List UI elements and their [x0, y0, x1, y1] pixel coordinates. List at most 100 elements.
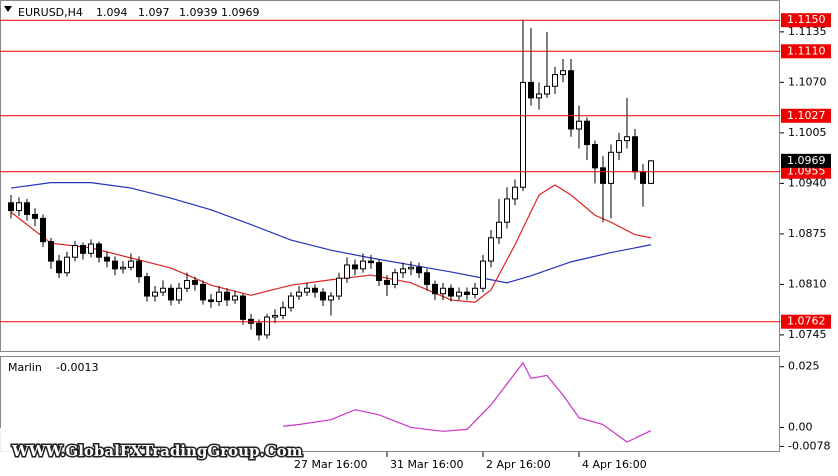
ohlc-open: 1.094: [96, 6, 128, 19]
candle-body: [552, 74, 558, 87]
candle-body: [40, 217, 46, 243]
candle-body: [104, 256, 110, 262]
indicator-value: -0.0013: [56, 361, 98, 374]
ohlc-close: 1.0969: [221, 6, 260, 19]
candle-body: [168, 287, 174, 301]
candle-body: [448, 287, 454, 297]
candle-body: [128, 260, 134, 268]
candle-body: [520, 81, 526, 188]
moving-average: [10, 184, 652, 303]
candle-body: [192, 280, 198, 285]
candle-body: [344, 264, 350, 279]
candle-body: [320, 291, 326, 301]
y-tick-label: 1.1005: [788, 126, 827, 139]
y-tick-label: 1.0940: [788, 176, 827, 189]
y-tick-label: 1.0875: [788, 227, 827, 240]
y-tick-label: 1.0745: [788, 328, 827, 341]
x-tick-label: 2 Apr 16:00: [486, 458, 551, 471]
candle-body: [416, 266, 422, 274]
candle-body: [280, 307, 286, 316]
candle-body: [224, 291, 230, 301]
candle-body: [72, 245, 78, 258]
candle-body: [312, 287, 318, 293]
candle-body: [472, 287, 478, 295]
candle-body: [32, 213, 38, 219]
indicator-panel: [0, 356, 780, 452]
candle-body: [528, 81, 534, 99]
candle-body: [368, 260, 374, 264]
candle-body: [432, 283, 438, 295]
level-label: 1.1110: [787, 44, 826, 57]
candle-body: [120, 266, 126, 270]
x-tick-label: 31 Mar 16:00: [390, 458, 463, 471]
candle-body: [24, 202, 30, 215]
candle-body: [592, 144, 598, 169]
y-tick-label: 0.00: [788, 420, 813, 433]
price-panel: [0, 0, 780, 352]
candle-body: [232, 295, 238, 301]
candle-body: [288, 295, 294, 309]
candle-body: [464, 291, 470, 295]
candle-body: [176, 287, 182, 301]
candle-body: [256, 322, 262, 336]
candle-body: [624, 136, 630, 142]
candle-body: [112, 260, 118, 270]
candle-body: [200, 283, 206, 301]
candle-body: [208, 299, 214, 302]
x-tick-label: 27 Mar 16:00: [294, 458, 367, 471]
candle-body: [640, 171, 646, 184]
candle-body: [576, 120, 582, 130]
candle-body: [304, 287, 310, 293]
ohlc-low: 1.0939: [179, 6, 218, 19]
x-tick-label: 4 Apr 16:00: [582, 458, 647, 471]
level-label-box: [781, 108, 831, 123]
y-tick-label: 1.0810: [788, 277, 827, 290]
candle-body: [136, 260, 142, 278]
candle-body: [144, 276, 150, 297]
current-price-label: 1.0969: [787, 154, 826, 167]
watermark-box: [0, 428, 276, 476]
candle-body: [56, 260, 62, 274]
candle-body: [80, 245, 86, 254]
candle-body: [16, 202, 22, 212]
candle-body: [544, 85, 550, 95]
candle-body: [392, 272, 398, 285]
candle-body: [424, 272, 430, 285]
candle-body: [536, 93, 542, 99]
candle-body: [488, 237, 494, 262]
candle-body: [456, 291, 462, 297]
level-label: 1.0762: [787, 315, 826, 328]
candle-body: [8, 202, 14, 212]
candle-body: [512, 186, 518, 200]
level-label-box: [781, 164, 831, 179]
watermark: WWW.GlobalFXTradingGroup.Com: [11, 442, 303, 460]
candle-body: [48, 241, 54, 262]
candle-body: [600, 167, 606, 184]
candle-body: [400, 268, 406, 274]
moving-average: [10, 182, 652, 284]
candle-body: [264, 316, 270, 336]
candle-body: [184, 280, 190, 289]
candle-body: [352, 264, 358, 270]
candle-body: [272, 314, 278, 318]
candle-body: [376, 262, 382, 282]
ohlc-high: 1.097: [138, 6, 170, 19]
level-label: 1.1150: [787, 13, 826, 26]
collapse-icon: [4, 6, 12, 12]
candle-body: [88, 243, 94, 254]
y-tick-label: 1.1135: [788, 25, 827, 38]
y-tick-label: 0.025: [788, 360, 820, 373]
candle-body: [240, 295, 246, 320]
level-label-box: [781, 314, 831, 329]
candle-body: [608, 151, 614, 184]
candle-body: [408, 266, 414, 270]
y-tick-label: -0.0078: [788, 439, 830, 452]
symbol-title: EURUSD,H4: [18, 6, 83, 19]
candle-body: [568, 70, 574, 130]
level-label: 1.1027: [787, 109, 826, 122]
candle-body: [384, 280, 390, 285]
y-tick-label: 1.1070: [788, 75, 827, 88]
indicator-title: Marlin: [8, 361, 42, 374]
